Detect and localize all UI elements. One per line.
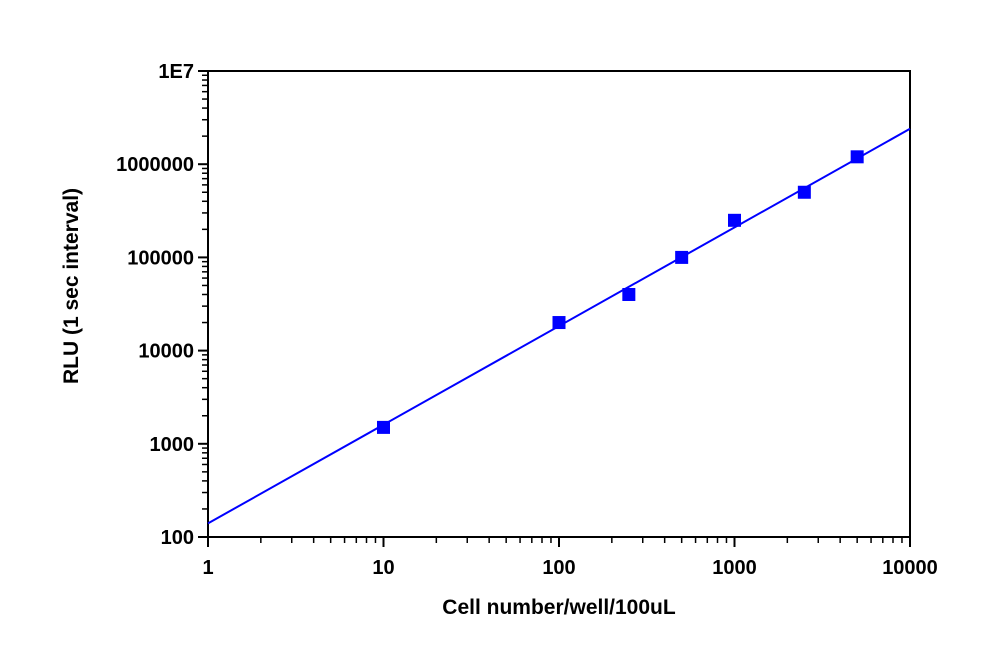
x-tick-label: 1 — [202, 557, 213, 579]
y-tick-label: 10000 — [138, 341, 194, 363]
data-point-square — [675, 250, 689, 264]
data-points — [377, 150, 864, 434]
data-point-square — [797, 185, 811, 199]
data-point-square — [850, 150, 864, 164]
y-axis-title: RLU (1 sec interval) — [60, 188, 83, 384]
y-axis: 100 1000 10000 100000 1000000 1E7 — [116, 61, 208, 549]
y-tick-label: 1000 — [150, 434, 195, 456]
x-axis: 1 10 100 1000 10000 — [202, 537, 938, 579]
data-point-square — [728, 213, 741, 227]
y-tick-label: 1E7 — [158, 61, 194, 83]
x-tick-label: 10 — [372, 557, 394, 579]
data-point-square — [622, 287, 636, 301]
x-tick-label: 100 — [542, 557, 575, 579]
data-point-square — [552, 316, 566, 330]
y-tick-label: 100000 — [127, 247, 194, 269]
y-tick-label: 1000000 — [116, 154, 194, 176]
x-axis-title: Cell number/well/100uL — [442, 596, 676, 619]
y-tick-label: 100 — [161, 527, 194, 549]
x-tick-label: 10000 — [882, 557, 938, 579]
data-point-square — [377, 420, 390, 434]
plot-frame — [207, 70, 911, 538]
x-tick-label: 1000 — [712, 557, 757, 579]
plot-border — [207, 70, 911, 538]
